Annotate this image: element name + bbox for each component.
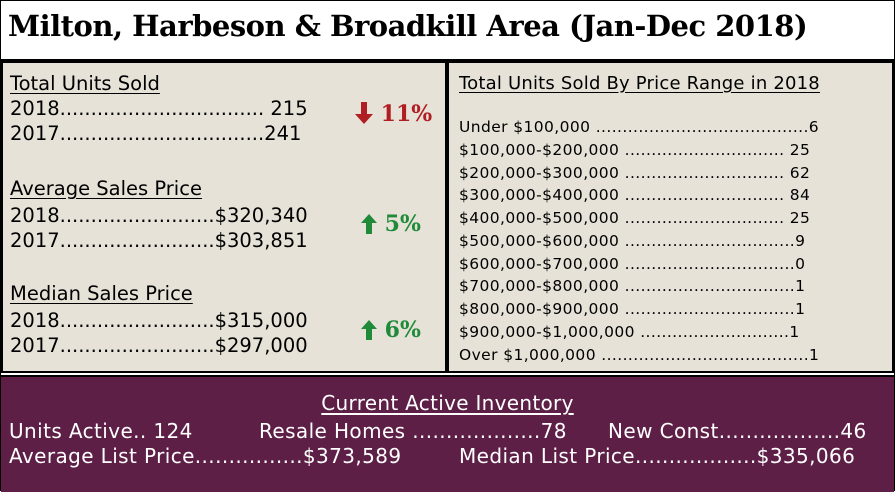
- price-range-row: Over $1,000,000 ........................…: [459, 346, 820, 364]
- arrow-up-icon: [361, 317, 385, 343]
- price-range-row: $200,000-$300,000 ......................…: [459, 164, 811, 182]
- price-range-row: Under $100,000 .........................…: [459, 118, 820, 136]
- total-units-2018-row: 2018................................. 21…: [10, 97, 308, 120]
- average-price-2018-row: 2018.........................$320,340: [10, 204, 308, 227]
- median-list-price-value: Median List Price..................$335,…: [459, 444, 856, 468]
- total-units-change: 11%: [355, 101, 432, 127]
- page-title: Milton, Harbeson & Broadkill Area (Jan-D…: [8, 9, 808, 43]
- average-price-change-value: 5%: [384, 211, 421, 237]
- title-bar: Milton, Harbeson & Broadkill Area (Jan-D…: [1, 1, 894, 61]
- new-construction-value: New Const..................46: [608, 419, 867, 443]
- total-units-change-value: 11%: [380, 101, 433, 127]
- price-range-row: $600,000-$700,000 ......................…: [459, 255, 806, 273]
- median-price-change-value: 6%: [384, 317, 421, 343]
- median-price-2018-row: 2018.........................$315,000: [10, 309, 308, 332]
- price-range-row: $400,000-$500,000 ......................…: [459, 209, 811, 227]
- total-units-sold-heading: Total Units Sold: [10, 72, 160, 95]
- price-range-row: $100,000-$200,000 ......................…: [459, 141, 811, 159]
- sales-summary-panel: Total Units Sold 2018...................…: [1, 61, 447, 373]
- average-sales-price-heading: Average Sales Price: [10, 177, 202, 200]
- median-price-2017-row: 2017.........................$297,000: [10, 334, 308, 357]
- total-units-2017-row: 2017.................................241: [10, 122, 302, 145]
- resale-homes-value: Resale Homes ...................78: [259, 419, 567, 443]
- arrow-down-icon: [355, 101, 381, 127]
- average-price-change: 5%: [361, 211, 421, 237]
- median-sales-price-heading: Median Sales Price: [10, 282, 193, 305]
- price-range-heading: Total Units Sold By Price Range in 2018: [459, 73, 820, 94]
- median-price-change: 6%: [361, 317, 421, 343]
- price-range-row: $300,000-$400,000 ......................…: [459, 186, 811, 204]
- arrow-up-icon: [361, 211, 385, 237]
- average-list-price-value: Average List Price................$373,5…: [9, 444, 402, 468]
- units-active-value: Units Active.. 124: [9, 419, 193, 443]
- active-inventory-heading: Current Active Inventory: [321, 391, 574, 415]
- average-price-2017-row: 2017.........................$303,851: [10, 229, 308, 252]
- price-range-row: $700,000-$800,000 ......................…: [459, 277, 806, 295]
- price-range-panel: Total Units Sold By Price Range in 2018 …: [447, 61, 894, 373]
- price-range-row: $800,000-$900,000 ......................…: [459, 300, 806, 318]
- price-range-row: $500,000-$600,000 ......................…: [459, 232, 806, 250]
- active-inventory-panel: Current Active Inventory Units Active.. …: [1, 375, 894, 492]
- price-range-row: $900,000-$1,000,000 ....................…: [459, 323, 800, 341]
